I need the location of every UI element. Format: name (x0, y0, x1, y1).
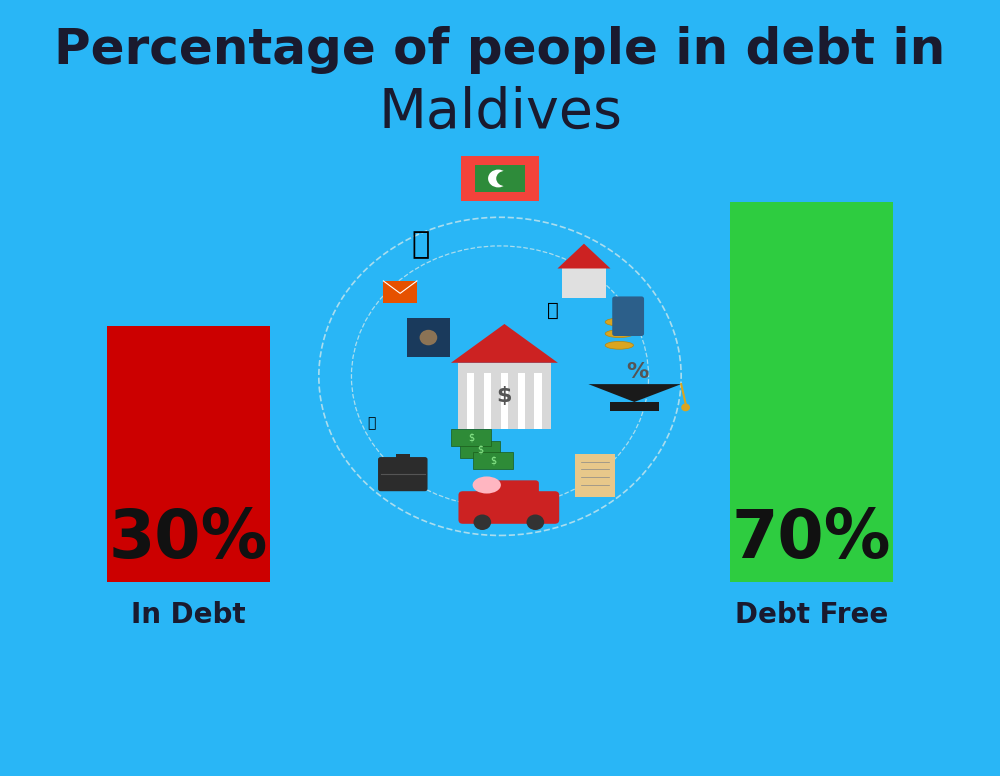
Bar (730, 202, 893, 582)
Circle shape (420, 330, 437, 345)
Bar (484, 372, 491, 428)
Text: 🔑: 🔑 (547, 301, 559, 320)
Bar (473, 452, 513, 469)
FancyBboxPatch shape (378, 457, 428, 491)
FancyBboxPatch shape (479, 480, 539, 504)
Polygon shape (451, 324, 558, 362)
Ellipse shape (605, 330, 633, 338)
Bar (460, 441, 500, 458)
Bar (451, 429, 491, 446)
Bar (396, 454, 410, 462)
Text: 70%: 70% (732, 506, 891, 573)
Text: Maldives: Maldives (378, 85, 622, 140)
Circle shape (527, 514, 544, 530)
Bar (475, 165, 525, 192)
Polygon shape (557, 244, 610, 268)
Text: $: $ (497, 386, 512, 406)
Text: $: $ (477, 445, 483, 454)
Text: Percentage of people in debt in: Percentage of people in debt in (54, 26, 946, 74)
Bar (562, 268, 606, 298)
Circle shape (488, 169, 508, 188)
FancyBboxPatch shape (612, 296, 644, 336)
Bar (518, 372, 525, 428)
Circle shape (681, 404, 690, 411)
Text: Debt Free: Debt Free (735, 601, 888, 629)
Bar (467, 372, 474, 428)
Text: 🦅: 🦅 (411, 230, 430, 259)
Bar (501, 372, 508, 428)
Text: 30%: 30% (109, 506, 268, 573)
Bar (610, 402, 659, 411)
FancyBboxPatch shape (458, 491, 559, 524)
Ellipse shape (605, 341, 633, 349)
Ellipse shape (473, 476, 501, 494)
Bar (534, 372, 542, 428)
Bar (575, 454, 615, 497)
Circle shape (473, 514, 491, 530)
Circle shape (496, 171, 513, 186)
Text: $: $ (490, 456, 496, 466)
Text: %: % (626, 362, 648, 383)
Bar (458, 362, 551, 428)
Bar (461, 156, 539, 201)
Bar (107, 326, 270, 582)
Text: In Debt: In Debt (131, 601, 246, 629)
FancyBboxPatch shape (383, 281, 417, 303)
Polygon shape (588, 384, 681, 402)
Ellipse shape (605, 318, 633, 326)
Text: 🔒: 🔒 (368, 416, 376, 430)
Text: $: $ (468, 433, 474, 442)
Bar (407, 318, 450, 357)
